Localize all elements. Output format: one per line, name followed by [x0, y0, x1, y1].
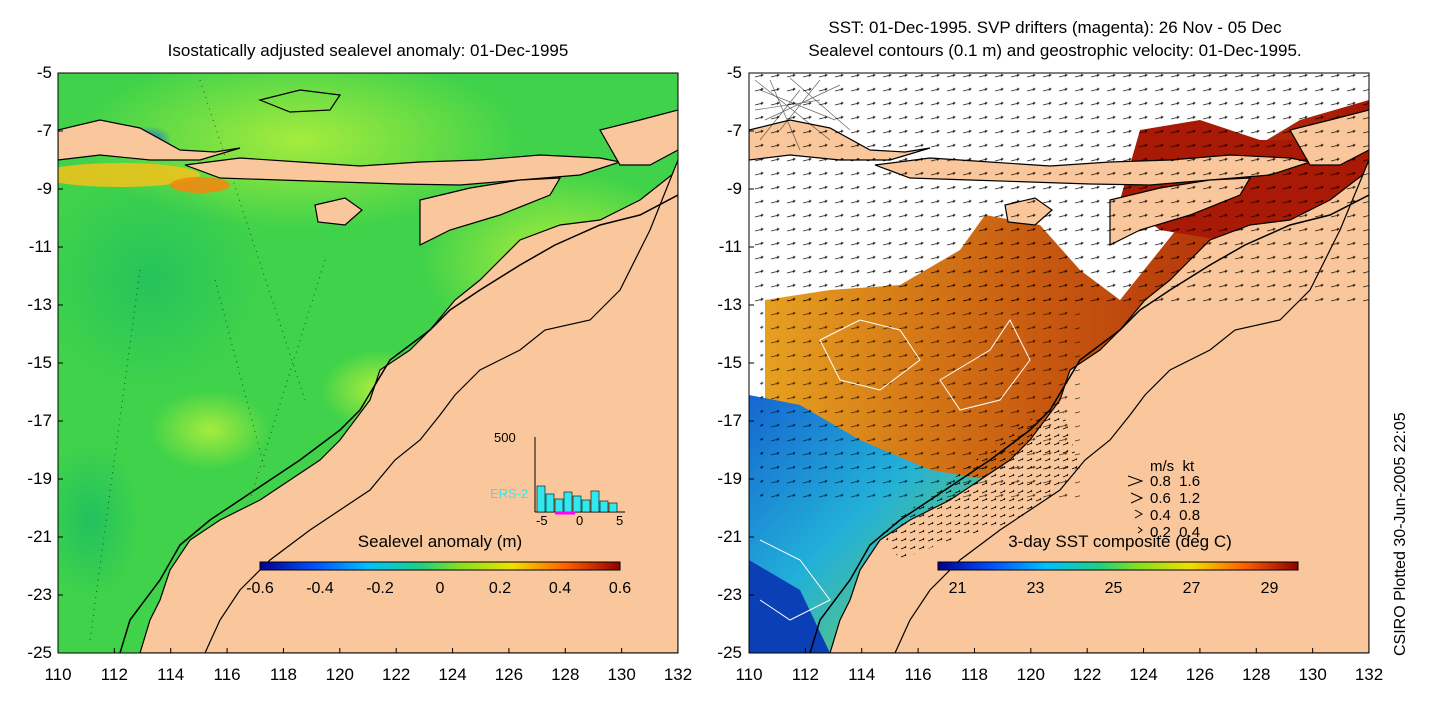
- velocity-legend-arrows: [1127, 475, 1144, 534]
- y-tick-label: -9: [726, 179, 742, 198]
- sst-colorbar-tick: 27: [1182, 580, 1201, 597]
- x-tick-label: 132: [1354, 665, 1384, 684]
- sla-colorbar-label: Sealevel anomaly (m): [357, 532, 523, 551]
- x-tick-label: 114: [157, 665, 185, 684]
- x-tick-label: 130: [607, 665, 636, 684]
- x-tick-label: 124: [1129, 665, 1158, 684]
- sla-colorbar-tick: -0.4: [306, 580, 334, 597]
- velocity-legend-row: 0.4 0.8: [1150, 507, 1201, 524]
- sla-colorbar-tick: -0.6: [246, 580, 274, 597]
- right-map-title-line2: Sealevel contours (0.1 m) and geostrophi…: [808, 41, 1302, 60]
- right-map-plot: [749, 73, 1369, 653]
- x-tick-label: 126: [494, 665, 524, 684]
- x-tick-label: 114: [848, 665, 876, 684]
- velocity-legend-row: 0.8 1.6: [1150, 473, 1201, 490]
- velocity-legend-row: 0.6 1.2: [1150, 490, 1201, 507]
- plot-credit: CSIRO Plotted 30-Jun-2005 22:05: [1392, 412, 1409, 656]
- y-tick-label: -23: [27, 585, 52, 604]
- x-tick-label: 116: [213, 665, 241, 684]
- sst-colorbar-tick: 21: [948, 580, 967, 597]
- x-tick-label: 130: [1298, 665, 1327, 684]
- y-tick-label: -25: [27, 643, 52, 662]
- x-tick-label: 122: [1072, 665, 1102, 684]
- x-tick-label: 120: [325, 665, 354, 684]
- histogram-satellite-label: ERS-2: [490, 486, 529, 501]
- x-tick-label: 122: [381, 665, 411, 684]
- sla-colorbar-tick: 0.6: [608, 580, 632, 597]
- y-tick-label: -17: [717, 411, 742, 430]
- sla-colorbar: [259, 561, 621, 571]
- y-tick-label: -7: [726, 121, 742, 140]
- y-tick-label: -25: [717, 643, 742, 662]
- y-tick-label: -11: [718, 237, 742, 256]
- y-tick-label: -13: [27, 295, 52, 314]
- x-tick-label: 118: [269, 665, 297, 684]
- x-tick-label: 118: [960, 665, 988, 684]
- histogram-x-tick: -5: [536, 513, 548, 528]
- sst-colorbar-tick: 25: [1104, 580, 1123, 597]
- x-tick-label: 110: [44, 665, 72, 684]
- ers2-histogram: [534, 437, 625, 515]
- y-tick-label: -13: [717, 295, 742, 314]
- sst-colorbar-label: 3-day SST composite (deg C): [1008, 532, 1232, 551]
- y-tick-label: -11: [28, 237, 52, 256]
- velocity-legend-header: m/s kt: [1150, 458, 1195, 475]
- x-tick-label: 120: [1016, 665, 1045, 684]
- y-tick-label: -23: [717, 585, 742, 604]
- y-tick-label: -7: [36, 121, 52, 140]
- y-tick-label: -15: [27, 353, 52, 372]
- velocity-legend-row: 0.2 0.4: [1150, 524, 1201, 541]
- y-tick-label: -21: [717, 527, 742, 546]
- x-tick-label: 124: [438, 665, 467, 684]
- x-tick-label: 128: [1242, 665, 1271, 684]
- sla-colorbar-tick: -0.2: [366, 580, 394, 597]
- sla-colorbar-tick: 0: [435, 580, 445, 597]
- histogram-x-tick: 0: [576, 513, 584, 528]
- x-tick-label: 116: [904, 665, 932, 684]
- y-tick-label: -21: [27, 527, 52, 546]
- y-tick-label: -19: [27, 469, 52, 488]
- histogram-x-tick: 5: [616, 513, 624, 528]
- y-tick-label: -19: [717, 469, 742, 488]
- sst-colorbar-tick: 29: [1260, 580, 1279, 597]
- x-tick-label: 132: [663, 665, 693, 684]
- right-map-title-line1: SST: 01-Dec-1995. SVP drifters (magenta)…: [828, 18, 1282, 37]
- y-tick-label: -5: [36, 63, 52, 82]
- y-tick-label: -5: [726, 63, 742, 82]
- y-tick-label: -17: [27, 411, 52, 430]
- sst-colorbar: [937, 561, 1299, 571]
- x-tick-label: 126: [1185, 665, 1215, 684]
- x-tick-label: 112: [791, 665, 819, 684]
- x-tick-label: 110: [735, 665, 763, 684]
- y-tick-label: -15: [717, 353, 742, 372]
- x-tick-label: 112: [100, 665, 128, 684]
- left-map-plot: [58, 73, 678, 653]
- x-tick-label: 128: [551, 665, 580, 684]
- sla-colorbar-tick: 0.2: [488, 580, 512, 597]
- sla-colorbar-tick: 0.4: [548, 580, 572, 597]
- sst-colorbar-tick: 23: [1026, 580, 1045, 597]
- left-map-title: Isostatically adjusted sealevel anomaly:…: [167, 41, 569, 60]
- y-tick-label: -9: [36, 179, 52, 198]
- histogram-ymax-label: 500: [494, 430, 516, 445]
